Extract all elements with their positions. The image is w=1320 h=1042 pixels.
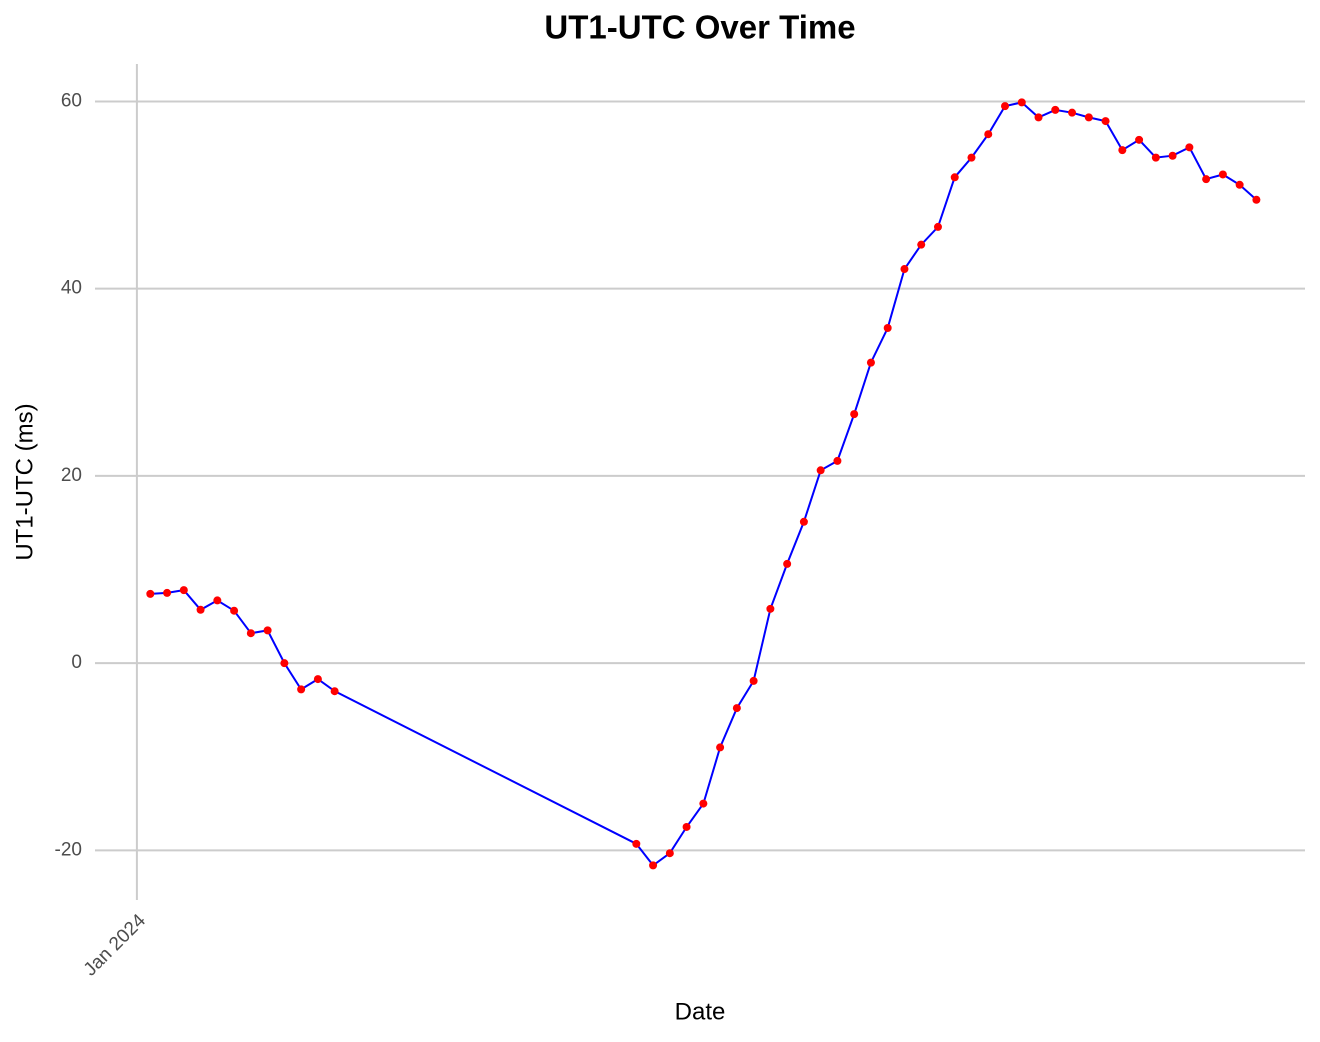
data-point bbox=[900, 265, 909, 274]
data-point bbox=[783, 559, 792, 568]
data-point bbox=[682, 822, 691, 831]
x-axis-title: Date bbox=[675, 998, 726, 1025]
data-point bbox=[1135, 135, 1144, 144]
y-tick-label: 40 bbox=[61, 278, 82, 299]
data-point bbox=[1168, 151, 1177, 160]
data-point bbox=[632, 839, 641, 848]
data-point bbox=[1151, 153, 1160, 162]
data-point bbox=[850, 410, 859, 419]
data-point bbox=[146, 589, 155, 598]
data-point bbox=[330, 687, 339, 696]
data-point bbox=[1101, 117, 1110, 126]
y-tick-label: 0 bbox=[71, 652, 82, 673]
data-point bbox=[1001, 102, 1010, 111]
data-point bbox=[1068, 108, 1077, 117]
data-point bbox=[799, 517, 808, 526]
data-point bbox=[1017, 98, 1026, 107]
data-point bbox=[1235, 180, 1244, 189]
data-point bbox=[950, 173, 959, 182]
data-point bbox=[967, 153, 976, 162]
data-point bbox=[649, 861, 658, 870]
data-point bbox=[280, 659, 289, 668]
y-tick-label: 20 bbox=[61, 465, 82, 486]
data-point bbox=[866, 358, 875, 367]
data-point bbox=[749, 676, 758, 685]
data-point bbox=[732, 704, 741, 713]
data-point bbox=[1185, 143, 1194, 152]
chart-title: UT1-UTC Over Time bbox=[544, 9, 855, 46]
x-tick-label: Jan 2024 bbox=[80, 910, 150, 980]
data-point bbox=[1034, 113, 1043, 122]
data-point bbox=[196, 605, 205, 614]
data-point bbox=[246, 629, 255, 638]
data-point bbox=[665, 849, 674, 858]
data-point bbox=[917, 240, 926, 249]
data-point bbox=[1218, 170, 1227, 179]
data-point bbox=[1202, 175, 1211, 184]
y-tick-label: -20 bbox=[55, 839, 82, 860]
data-point bbox=[833, 456, 842, 465]
data-point bbox=[816, 466, 825, 475]
data-point bbox=[230, 606, 239, 615]
y-tick-label: 60 bbox=[61, 90, 82, 111]
data-point bbox=[1252, 195, 1261, 204]
data-point bbox=[163, 588, 172, 597]
data-point bbox=[213, 596, 222, 605]
data-point bbox=[1084, 113, 1093, 122]
data-point bbox=[933, 222, 942, 231]
data-point bbox=[179, 586, 188, 595]
data-point bbox=[1118, 146, 1127, 155]
data-line bbox=[150, 101, 1258, 867]
data-point bbox=[984, 130, 993, 139]
data-point bbox=[263, 626, 272, 635]
y-axis-title: UT1-UTC (ms) bbox=[11, 403, 38, 560]
data-point bbox=[716, 743, 725, 752]
data-point bbox=[766, 604, 775, 613]
data-point bbox=[1051, 105, 1060, 114]
data-point bbox=[313, 675, 322, 684]
data-point bbox=[883, 324, 892, 332]
data-point bbox=[699, 799, 708, 808]
data-point bbox=[297, 685, 306, 694]
